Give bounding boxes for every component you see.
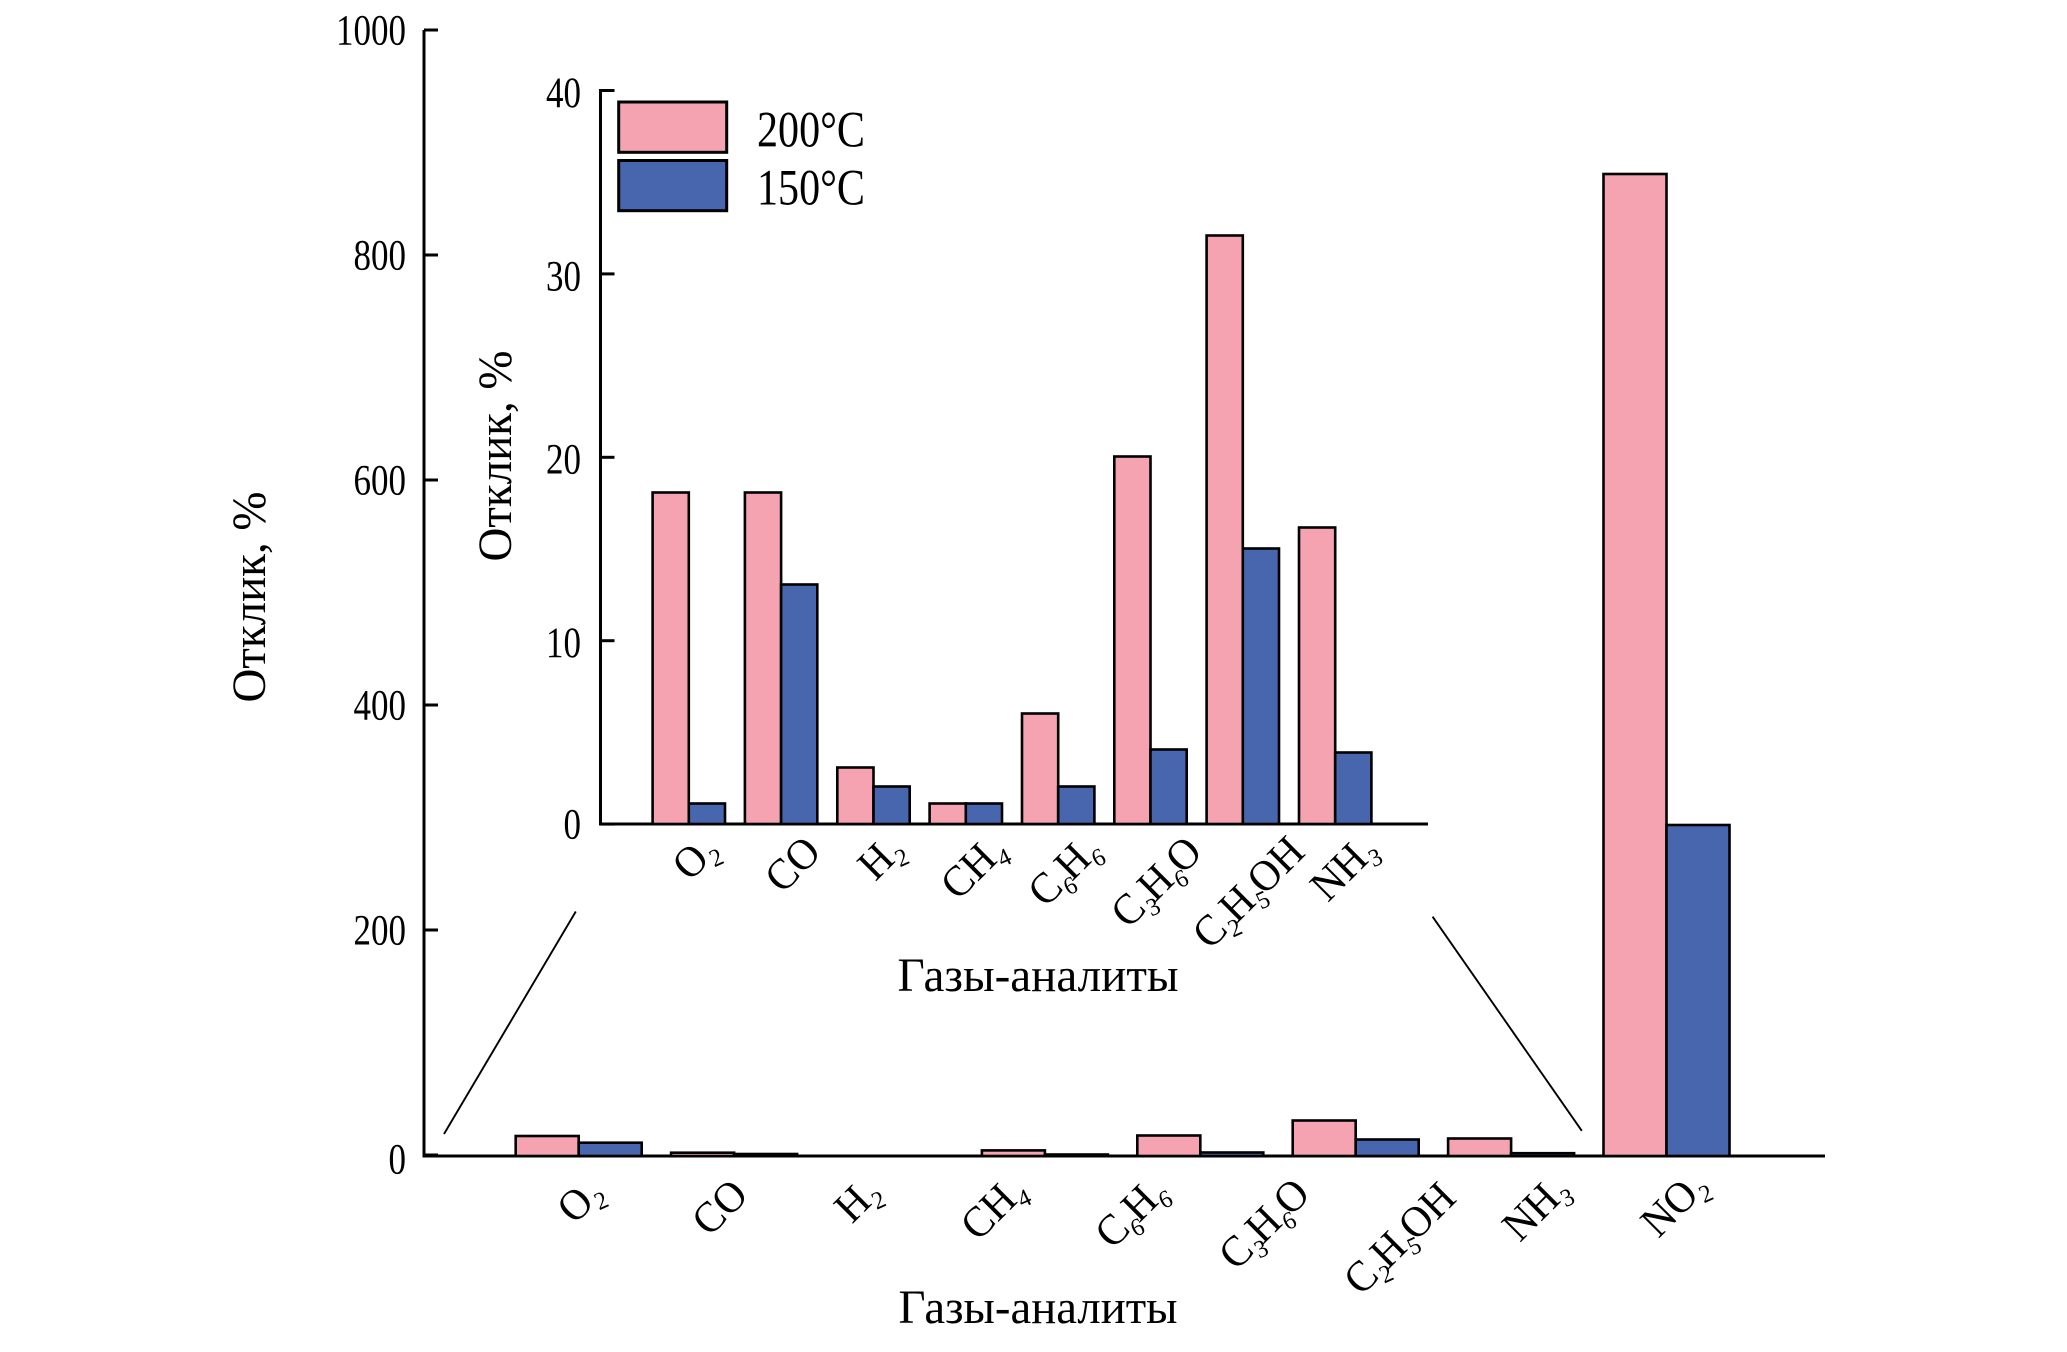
- svg-text:200°C: 200°C: [757, 102, 865, 158]
- svg-text:150°C: 150°C: [757, 161, 865, 217]
- svg-text:40: 40: [546, 69, 581, 117]
- svg-text:0: 0: [564, 801, 582, 849]
- svg-text:Отклик, %: Отклик, %: [469, 351, 522, 562]
- svg-text:Газы-аналиты: Газы-аналиты: [898, 949, 1179, 1002]
- svg-text:30: 30: [546, 252, 581, 300]
- svg-text:Газы-аналиты: Газы-аналиты: [899, 1281, 1178, 1334]
- svg-text:20: 20: [546, 436, 581, 484]
- svg-text:400: 400: [354, 681, 407, 729]
- svg-text:200: 200: [354, 906, 407, 954]
- svg-text:800: 800: [354, 231, 407, 279]
- svg-text:1000: 1000: [336, 6, 406, 54]
- svg-text:10: 10: [546, 619, 581, 667]
- svg-text:Отклик, %: Отклик, %: [223, 492, 276, 703]
- svg-text:0: 0: [389, 1135, 407, 1183]
- svg-text:600: 600: [354, 456, 407, 504]
